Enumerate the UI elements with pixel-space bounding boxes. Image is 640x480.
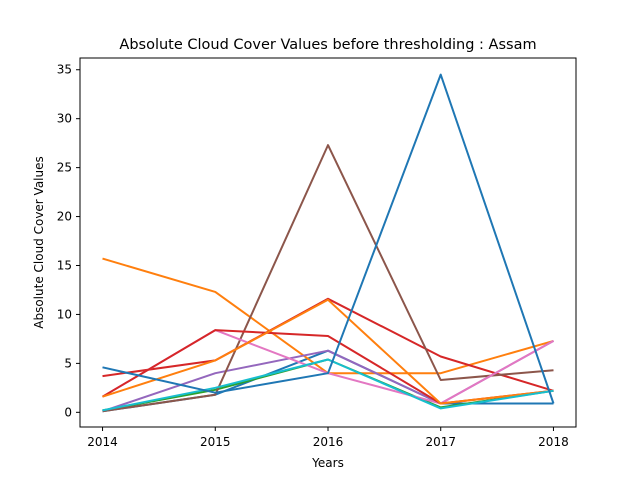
x-tick-label: 2017	[425, 435, 456, 449]
x-tick-label: 2014	[87, 435, 118, 449]
y-tick-label: 25	[57, 161, 72, 175]
y-tick-label: 35	[57, 63, 72, 77]
y-tick-label: 0	[64, 405, 72, 419]
series-line-9	[102, 298, 554, 405]
series-line-11	[102, 73, 555, 404]
y-tick-label: 30	[57, 112, 72, 126]
x-tick-label: 2018	[538, 435, 569, 449]
y-tick-label: 10	[57, 307, 72, 321]
y-tick-label: 15	[57, 259, 72, 273]
series-line-6	[102, 144, 554, 413]
y-tick-label: 5	[64, 356, 72, 370]
y-tick-label: 20	[57, 210, 72, 224]
x-tick-label: 2016	[313, 435, 344, 449]
series-layer	[101, 73, 555, 413]
y-axis: 0 5 10 15 20 25 30 35	[57, 63, 80, 419]
x-tick-label: 2015	[200, 435, 231, 449]
y-axis-label: Absolute Cloud Cover Values	[32, 156, 46, 329]
x-axis-label: Years	[311, 456, 344, 470]
x-axis: 2014 2015 2016 2017 2018	[87, 427, 569, 449]
series-line-4	[102, 297, 554, 392]
series-line-10	[102, 358, 554, 412]
chart-title: Absolute Cloud Cover Values before thres…	[119, 37, 536, 53]
